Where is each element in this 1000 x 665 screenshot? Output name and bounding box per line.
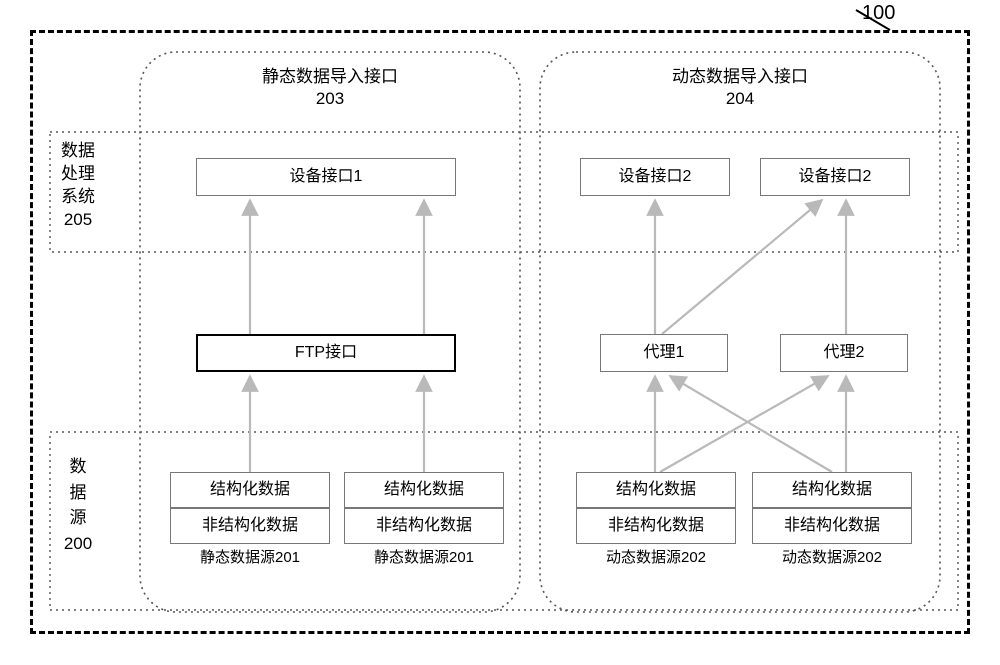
- label-d2: 动态数据源202: [752, 548, 912, 568]
- label-s1: 静态数据源201: [170, 548, 330, 568]
- node-s2-unstruct: 非结构化数据: [344, 508, 504, 544]
- left-panel-title: 静态数据导入接口 203: [140, 66, 520, 110]
- node-agent-2: 代理2: [780, 334, 908, 372]
- sys-label-l2: 系统: [61, 187, 95, 206]
- src-label-l3: 200: [64, 534, 92, 553]
- src-label-l2: 源: [70, 508, 87, 527]
- left-panel-title-line1: 静态数据导入接口: [262, 67, 398, 86]
- node-device-2a: 设备接口2: [580, 158, 730, 196]
- right-panel-title-line2: 204: [726, 89, 754, 108]
- left-panel-title-line2: 203: [316, 89, 344, 108]
- outer-label-100: 100: [862, 0, 895, 26]
- node-s1-unstruct: 非结构化数据: [170, 508, 330, 544]
- label-d1: 动态数据源202: [576, 548, 736, 568]
- source-group-label: 数 据 源 200: [57, 454, 99, 556]
- node-ftp: FTP接口: [196, 334, 456, 372]
- node-d1-struct: 结构化数据: [576, 472, 736, 508]
- node-d1-unstruct: 非结构化数据: [576, 508, 736, 544]
- sys-label-l3: 205: [64, 210, 92, 229]
- label-s2: 静态数据源201: [344, 548, 504, 568]
- src-label-l0: 数: [70, 457, 87, 476]
- src-label-l1: 据: [70, 483, 87, 502]
- node-device-1: 设备接口1: [196, 158, 456, 196]
- node-device-2b: 设备接口2: [760, 158, 910, 196]
- node-s2-struct: 结构化数据: [344, 472, 504, 508]
- right-panel-title: 动态数据导入接口 204: [540, 66, 940, 110]
- right-panel-title-line1: 动态数据导入接口: [672, 67, 808, 86]
- node-agent-1: 代理1: [600, 334, 728, 372]
- sys-label-l0: 数据: [61, 141, 95, 160]
- sys-label-l1: 处理: [61, 164, 95, 183]
- diagram-stage: 100: [0, 0, 1000, 665]
- node-s1-struct: 结构化数据: [170, 472, 330, 508]
- system-group-label: 数据 处理 系统 205: [57, 140, 99, 232]
- node-d2-unstruct: 非结构化数据: [752, 508, 912, 544]
- node-d2-struct: 结构化数据: [752, 472, 912, 508]
